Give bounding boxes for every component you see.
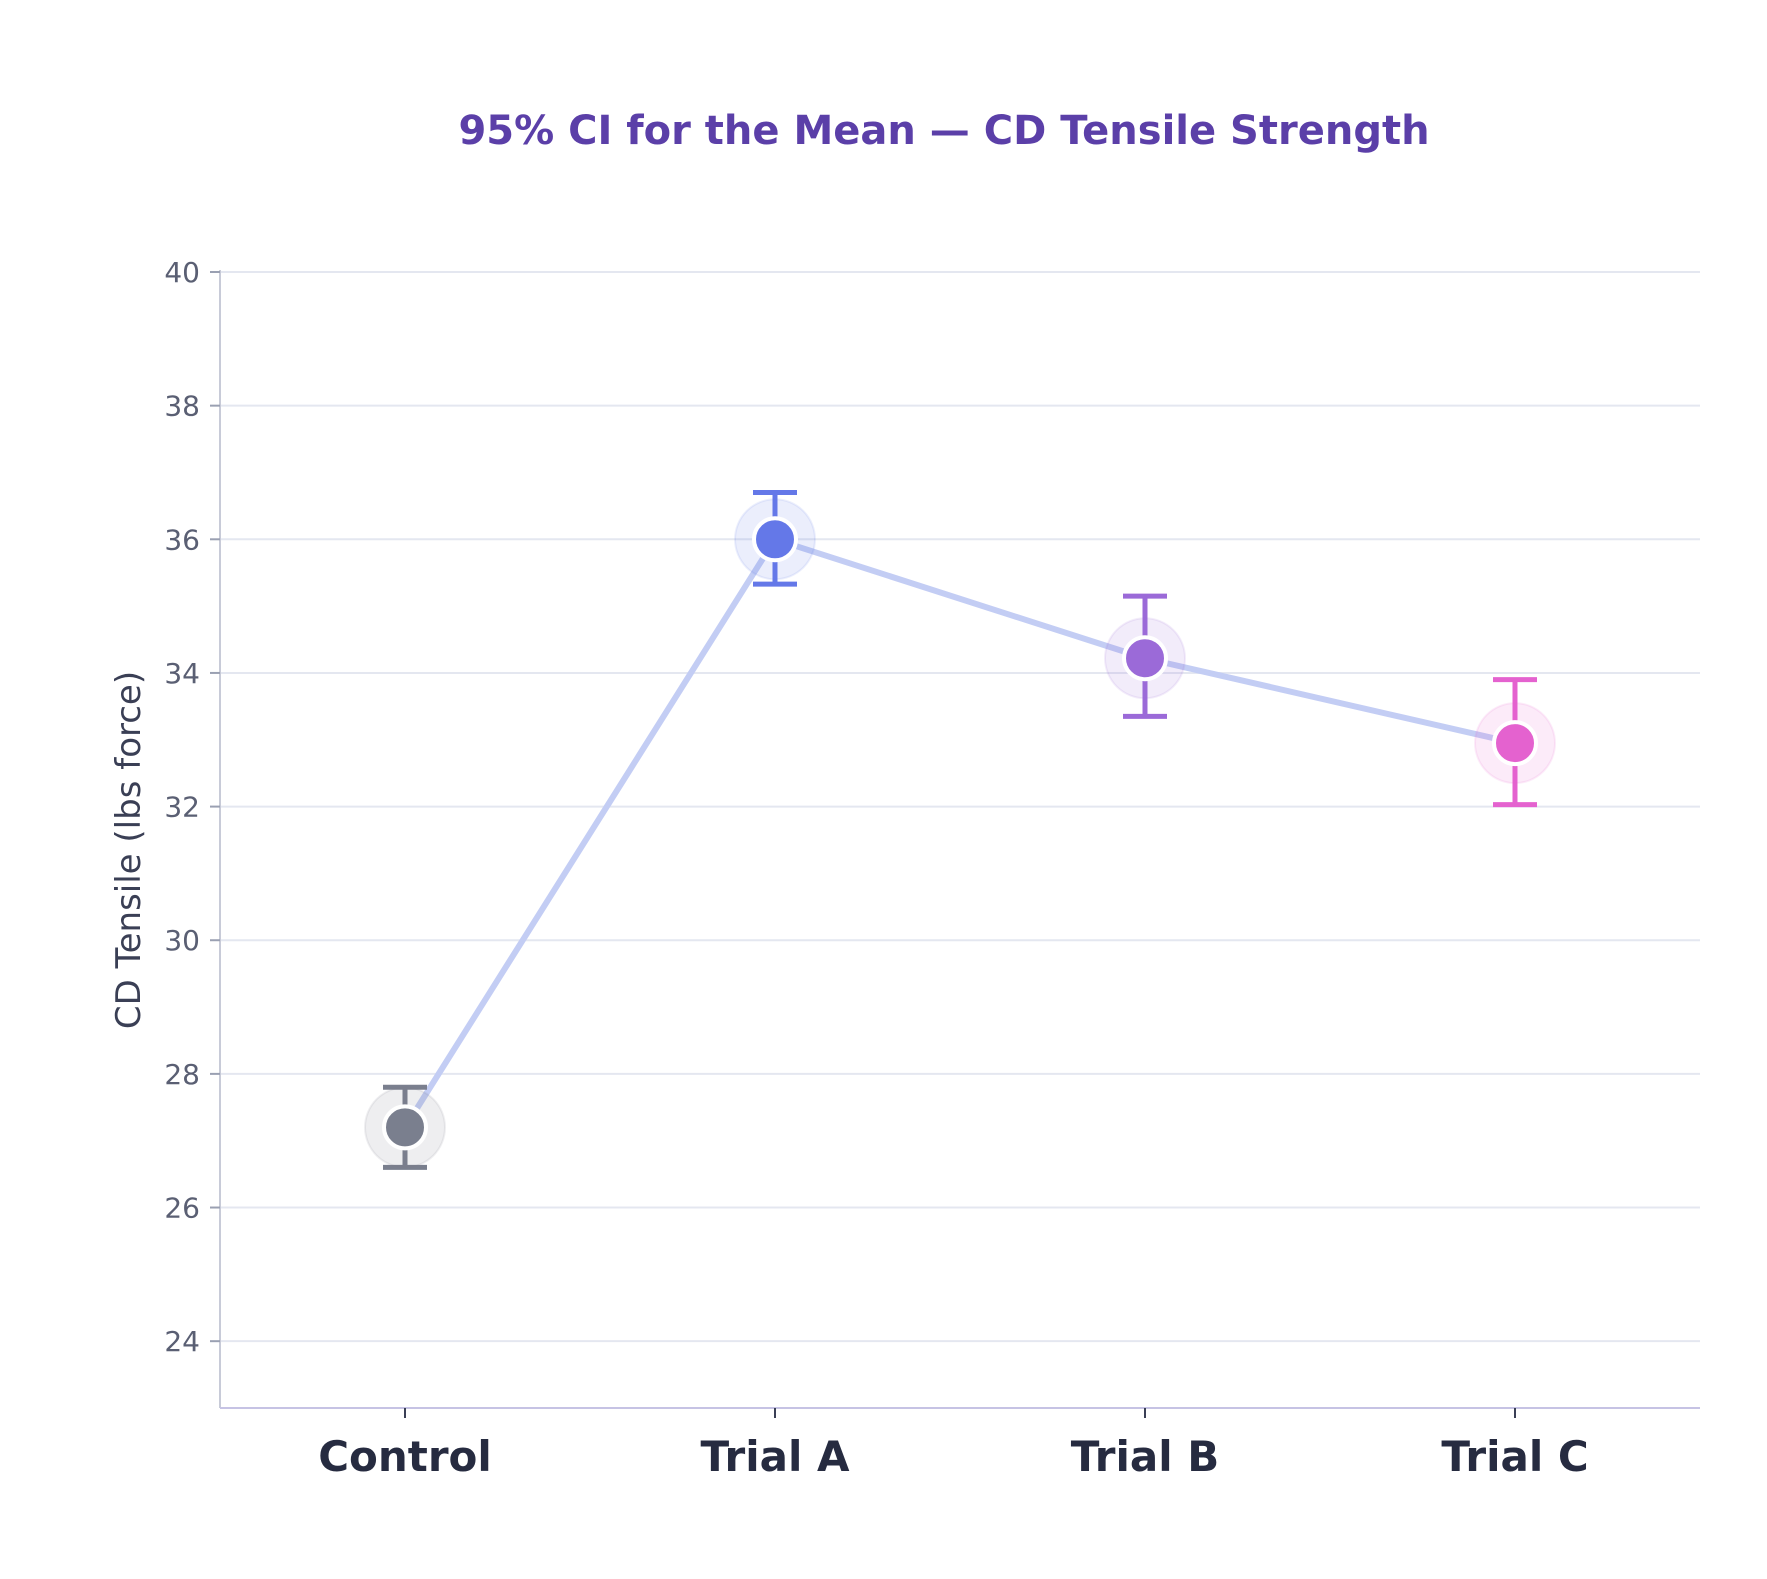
y-tick-label: 34 — [164, 657, 200, 690]
y-ticks: 24 26 28 30 32 34 36 38 40 — [164, 256, 220, 1358]
mean-point — [382, 1104, 428, 1151]
gridlines — [220, 271, 1700, 1343]
mean-connector — [402, 536, 1518, 1131]
mean-connector-line — [402, 536, 1518, 1131]
chart-title: 95% CI for the Mean — CD Tensile Strengt… — [458, 108, 1430, 154]
mean-point — [752, 516, 798, 563]
axes — [219, 270, 1700, 1409]
x-tick-label: Trial C — [1441, 1432, 1588, 1481]
y-tick-label: 28 — [164, 1058, 200, 1091]
ci-marks — [364, 490, 1556, 1170]
y-tick-label: 26 — [164, 1192, 200, 1225]
x-ticks: Control Trial A Trial B Trial C — [318, 1408, 1589, 1481]
y-tick-label: 36 — [164, 523, 200, 556]
ci-mark-trial-a — [734, 490, 816, 587]
ci-mark-control — [364, 1084, 446, 1170]
y-axis-label: CD Tensile (lbs force) — [109, 671, 149, 1029]
y-tick-label: 38 — [164, 390, 200, 423]
mean-point — [1492, 720, 1538, 767]
y-tick-label: 30 — [164, 924, 200, 957]
ci-mark-trial-b — [1104, 593, 1186, 719]
x-tick-label: Trial A — [700, 1432, 850, 1481]
x-tick-label: Trial B — [1071, 1432, 1220, 1481]
x-tick-label: Control — [318, 1432, 492, 1481]
mean-point — [1122, 635, 1168, 682]
y-tick-label: 40 — [164, 256, 200, 289]
ci-mark-trial-c — [1474, 677, 1556, 808]
y-tick-label: 32 — [164, 791, 200, 824]
y-tick-label: 24 — [164, 1325, 200, 1358]
